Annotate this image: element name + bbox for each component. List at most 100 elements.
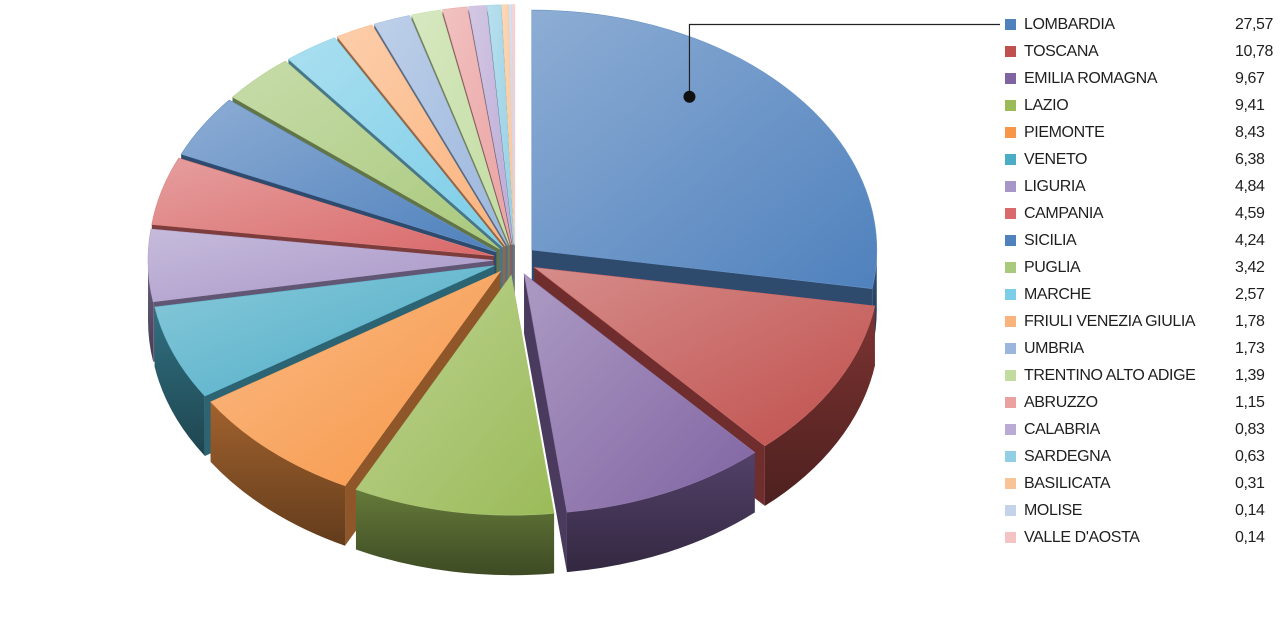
pie-slice-lazio (355, 274, 555, 576)
legend-label: CALABRIA (1024, 421, 1100, 438)
legend-label: UMBRIA (1024, 340, 1084, 357)
legend-swatch (1005, 370, 1016, 381)
legend-value: 1,15 (1235, 394, 1265, 411)
legend-label: ABRUZZO (1024, 394, 1098, 411)
pie-slice-top-campania (151, 157, 494, 257)
legend-swatch (1005, 235, 1016, 246)
legend-label: PIEMONTE (1024, 124, 1105, 141)
legend-label: VALLE D'AOSTA (1024, 529, 1140, 546)
legend-swatch (1005, 343, 1016, 354)
legend-swatch (1005, 451, 1016, 462)
pie-slice-top-puglia (231, 60, 500, 250)
legend-label: LIGURIA (1024, 178, 1086, 195)
legend-swatch (1005, 208, 1016, 219)
pie-slice-edge-emilia-romagna-0 (566, 452, 755, 573)
legend-swatch (1005, 478, 1016, 489)
legend-swatch (1005, 316, 1016, 327)
legend-label: PUGLIA (1024, 259, 1081, 276)
legend-label: EMILIA ROMAGNA (1024, 70, 1158, 87)
legend-swatch (1005, 289, 1016, 300)
legend-item-marche: MARCHE 2,57 (1005, 281, 1285, 308)
legend-value: 27,57 (1235, 16, 1274, 33)
legend-value: 4,84 (1235, 178, 1265, 195)
legend-item-valle-d-aosta: VALLE D'AOSTA 0,14 (1005, 524, 1285, 551)
legend-label: LOMBARDIA (1024, 16, 1115, 33)
pie-slice-top-abruzzo (442, 6, 512, 245)
legend-swatch (1005, 46, 1016, 57)
legend-item-lombardia: LOMBARDIA 27,57 (1005, 11, 1285, 38)
pie-slice-top-basilicata (501, 4, 515, 245)
legend-swatch (1005, 397, 1016, 408)
legend-value: 1,78 (1235, 313, 1265, 330)
pie-slice-top-lombardia (531, 9, 878, 289)
pie-slice-top-marche (287, 37, 504, 248)
callout-line (688, 23, 1000, 97)
pie-slice-top-molise (508, 4, 516, 245)
legend-value: 9,41 (1235, 97, 1265, 114)
legend-item-veneto: VENETO 6,38 (1005, 146, 1285, 173)
legend-swatch (1005, 154, 1016, 165)
legend-label: FRIULI VENEZIA GIULIA (1024, 313, 1196, 330)
legend-value: 6,38 (1235, 151, 1265, 168)
legend-item-trentino-alto-adige: TRENTINO ALTO ADIGE 1,39 (1005, 362, 1285, 389)
legend-item-liguria: LIGURIA 4,84 (1005, 173, 1285, 200)
legend-label: TOSCANA (1024, 43, 1099, 60)
pie-slice-top-liguria (147, 228, 494, 303)
callout-leader (683, 23, 1000, 103)
legend-value: 0,14 (1235, 502, 1265, 519)
pie-slice-edge-liguria-0 (148, 260, 154, 362)
legend-item-emilia-romagna: EMILIA ROMAGNA 9,67 (1005, 65, 1285, 92)
legend-value: 8,43 (1235, 124, 1265, 141)
legend-value: 0,31 (1235, 475, 1265, 492)
pie-slice-edge-lazio-0 (355, 489, 555, 576)
legend-value: 4,24 (1235, 232, 1265, 249)
pie-slice-top-sardegna (486, 4, 515, 245)
legend-swatch (1005, 127, 1016, 138)
legend-item-puglia: PUGLIA 3,42 (1005, 254, 1285, 281)
legend-value: 10,78 (1235, 43, 1274, 60)
legend-value: 2,57 (1235, 286, 1265, 303)
legend-label: SARDEGNA (1024, 448, 1111, 465)
legend-value: 0,14 (1235, 529, 1265, 546)
legend-swatch (1005, 532, 1016, 543)
pie-slice-edge-piemonte-0 (210, 401, 346, 546)
legend-swatch (1005, 19, 1016, 30)
legend-value: 4,59 (1235, 205, 1265, 222)
legend-item-abruzzo: ABRUZZO 1,15 (1005, 389, 1285, 416)
legend-value: 1,39 (1235, 367, 1265, 384)
legend-swatch (1005, 181, 1016, 192)
pie-slice-top-friuli-venezia-giulia (336, 24, 506, 247)
chart-legend: LOMBARDIA 27,57 TOSCANA 10,78 EMILIA ROMAGNA… (1005, 11, 1285, 551)
legend-item-sardegna: SARDEGNA 0,63 (1005, 443, 1285, 470)
pie-slice-top-lazio (355, 274, 555, 516)
legend-item-sicilia: SICILIA 4,24 (1005, 227, 1285, 254)
legend-swatch (1005, 505, 1016, 516)
legend-item-toscana: TOSCANA 10,78 (1005, 38, 1285, 65)
pie-slice-top-trentino-alto-adige (411, 9, 510, 246)
pie-slice-top-calabria (468, 5, 514, 245)
legend-value: 9,67 (1235, 70, 1265, 87)
pie-slice-edge-veneto-0 (154, 307, 205, 457)
callout-dot (683, 90, 696, 103)
pie-slice-side-emilia-romagna-1 (524, 274, 567, 573)
legend-swatch (1005, 424, 1016, 435)
legend-item-molise: MOLISE 0,14 (1005, 497, 1285, 524)
pie-slice-top-toscana (533, 266, 876, 447)
legend-item-basilicata: BASILICATA 0,31 (1005, 470, 1285, 497)
pie-slice-top-piemonte (210, 270, 502, 487)
legend-swatch (1005, 100, 1016, 111)
pie-slice-top-sicilia (180, 99, 497, 253)
legend-label: CAMPANIA (1024, 205, 1104, 222)
legend-value: 0,63 (1235, 448, 1265, 465)
legend-swatch (1005, 73, 1016, 84)
pie-slices (147, 4, 878, 576)
legend-item-friuli-venezia-giulia: FRIULI VENEZIA GIULIA 1,78 (1005, 308, 1285, 335)
legend-label: LAZIO (1024, 97, 1069, 114)
legend-item-piemonte: PIEMONTE 8,43 (1005, 119, 1285, 146)
legend-label: VENETO (1024, 151, 1088, 168)
legend-item-campania: CAMPANIA 4,59 (1005, 200, 1285, 227)
legend-label: BASILICATA (1024, 475, 1111, 492)
legend-value: 3,42 (1235, 259, 1265, 276)
